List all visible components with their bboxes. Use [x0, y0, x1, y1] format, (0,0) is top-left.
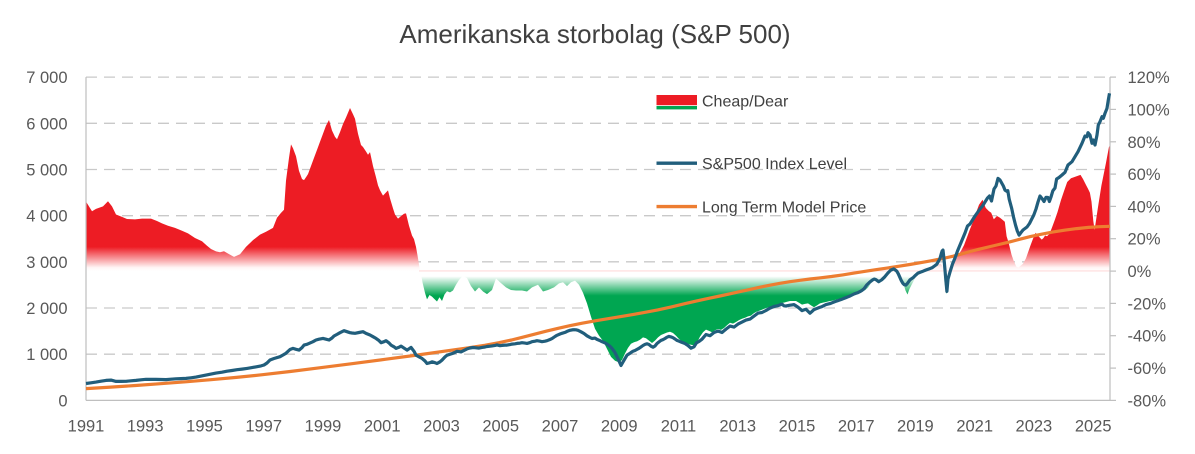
- svg-text:1 000: 1 000: [26, 346, 67, 364]
- svg-text:S&P500 Index Level: S&P500 Index Level: [702, 156, 847, 173]
- svg-text:-20%: -20%: [1128, 295, 1167, 313]
- svg-text:1993: 1993: [127, 417, 164, 435]
- svg-text:7 000: 7 000: [26, 69, 67, 87]
- svg-text:2021: 2021: [956, 417, 993, 435]
- svg-text:5 000: 5 000: [26, 162, 67, 180]
- svg-text:1999: 1999: [305, 417, 342, 435]
- svg-text:0: 0: [58, 392, 67, 410]
- svg-text:6 000: 6 000: [26, 115, 67, 133]
- svg-text:2017: 2017: [838, 417, 875, 435]
- svg-text:100%: 100%: [1128, 101, 1171, 119]
- svg-text:2 000: 2 000: [26, 300, 67, 318]
- svg-text:-60%: -60%: [1128, 360, 1167, 378]
- svg-text:2003: 2003: [423, 417, 460, 435]
- svg-text:0%: 0%: [1128, 263, 1152, 281]
- svg-text:Cheap/Dear: Cheap/Dear: [702, 93, 789, 110]
- svg-text:2025: 2025: [1075, 417, 1112, 435]
- svg-text:60%: 60%: [1128, 166, 1161, 184]
- svg-text:2009: 2009: [601, 417, 638, 435]
- svg-text:4 000: 4 000: [26, 208, 67, 226]
- svg-text:1997: 1997: [245, 417, 282, 435]
- svg-text:Amerikanska storbolag (S&P 500: Amerikanska storbolag (S&P 500): [399, 19, 790, 49]
- svg-text:Long Term Model Price: Long Term Model Price: [702, 199, 866, 216]
- svg-text:-40%: -40%: [1128, 328, 1167, 346]
- svg-text:2023: 2023: [1016, 417, 1053, 435]
- svg-text:2019: 2019: [897, 417, 934, 435]
- svg-text:-80%: -80%: [1128, 392, 1167, 410]
- svg-text:40%: 40%: [1128, 198, 1161, 216]
- svg-text:2015: 2015: [779, 417, 816, 435]
- svg-text:3 000: 3 000: [26, 254, 67, 272]
- svg-text:20%: 20%: [1128, 231, 1161, 249]
- svg-text:2007: 2007: [542, 417, 579, 435]
- svg-text:2013: 2013: [719, 417, 756, 435]
- svg-text:2011: 2011: [661, 417, 696, 435]
- svg-text:120%: 120%: [1128, 69, 1171, 87]
- svg-text:80%: 80%: [1128, 134, 1161, 152]
- svg-text:1995: 1995: [186, 417, 223, 435]
- svg-text:2005: 2005: [482, 417, 519, 435]
- svg-text:1991: 1991: [68, 417, 105, 435]
- svg-text:2001: 2001: [364, 417, 401, 435]
